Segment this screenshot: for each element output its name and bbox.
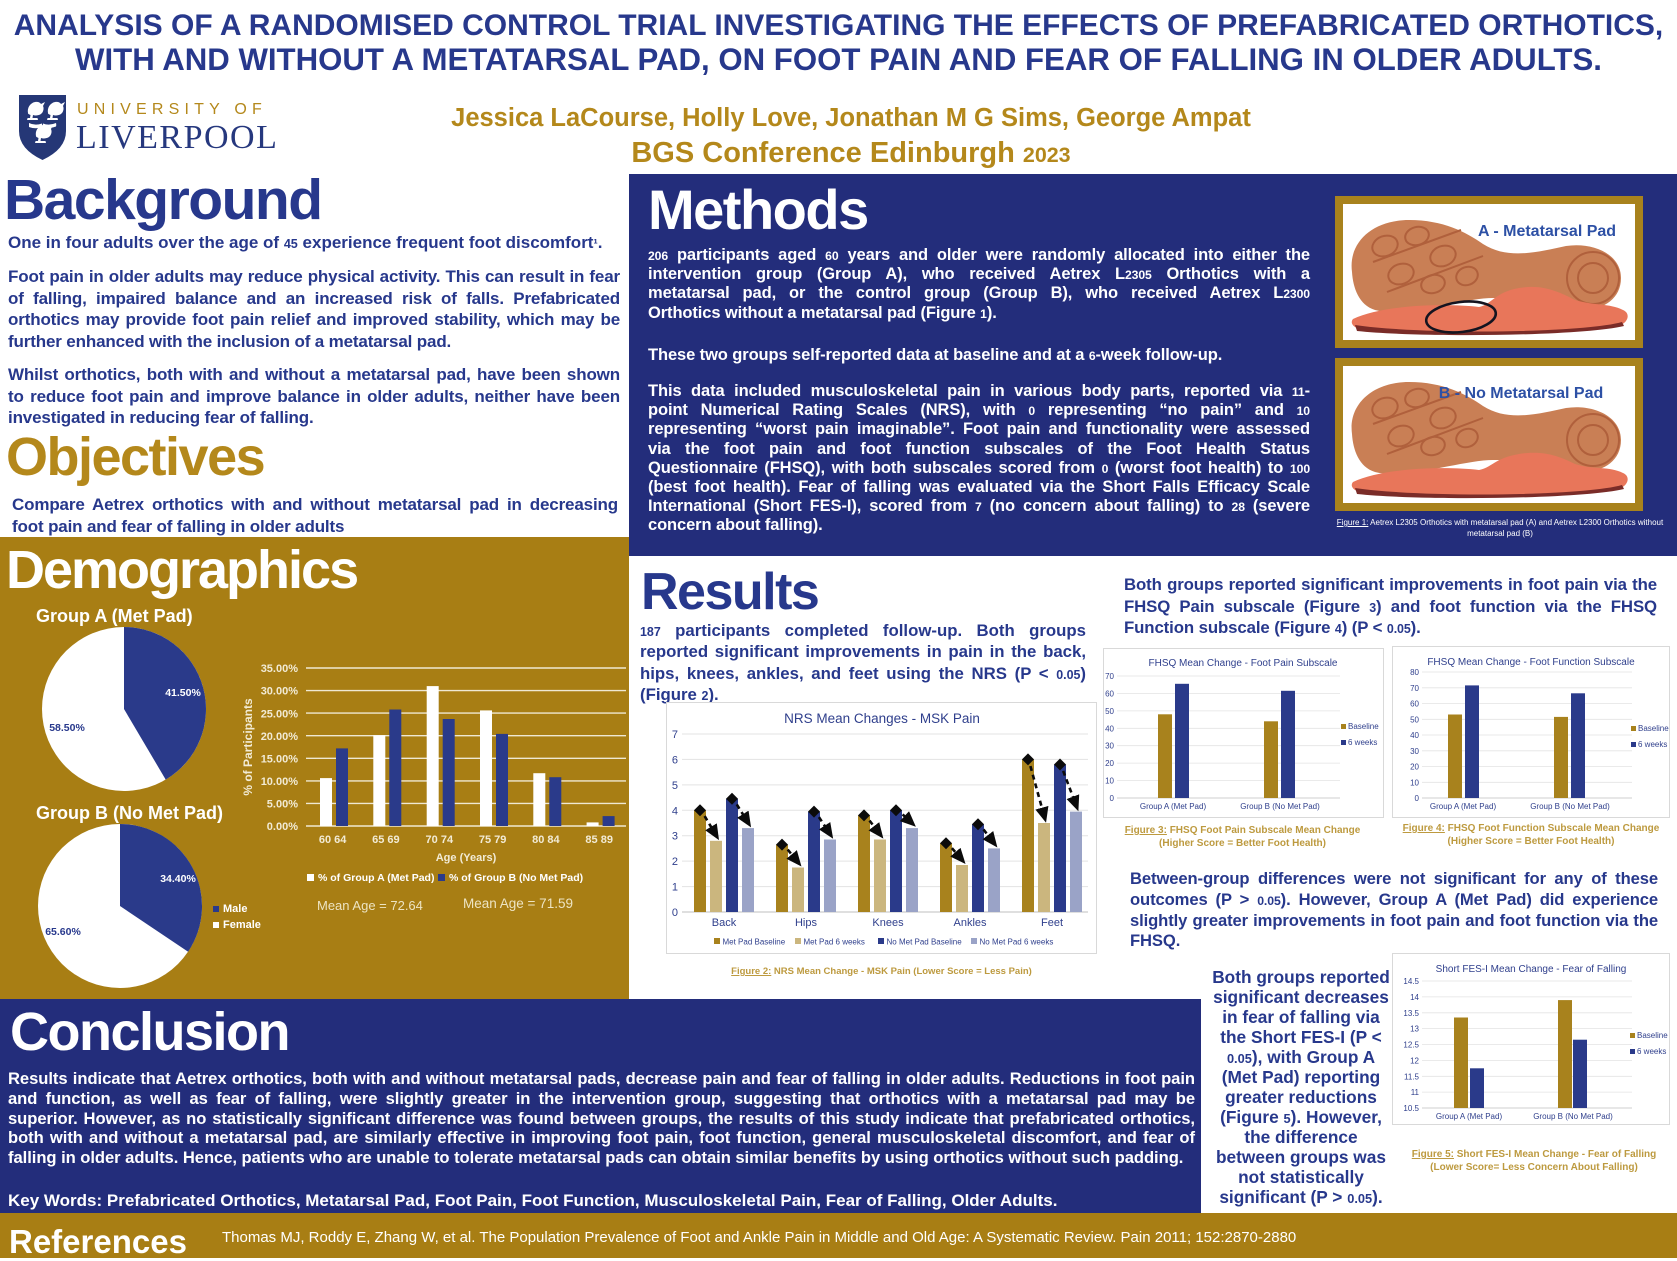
svg-text:12.5: 12.5 bbox=[1403, 1041, 1419, 1050]
svg-text:30.00%: 30.00% bbox=[261, 686, 299, 698]
svg-text:80: 80 bbox=[1410, 668, 1419, 677]
svg-text:Baseline: Baseline bbox=[1638, 724, 1669, 733]
svg-text:60: 60 bbox=[1410, 700, 1419, 709]
svg-text:A - Metatarsal Pad: A - Metatarsal Pad bbox=[1478, 223, 1616, 240]
svg-text:6 weeks: 6 weeks bbox=[1637, 1047, 1666, 1056]
svg-text:Baseline: Baseline bbox=[1637, 1031, 1668, 1040]
svg-text:% of Group A (Met Pad): % of Group A (Met Pad) bbox=[318, 872, 434, 884]
svg-text:40: 40 bbox=[1410, 731, 1419, 740]
svg-text:Ankles: Ankles bbox=[953, 917, 987, 929]
svg-text:No Met Pad Baseline: No Met Pad Baseline bbox=[887, 938, 963, 947]
svg-text:0.00%: 0.00% bbox=[267, 821, 298, 833]
svg-text:60 64: 60 64 bbox=[319, 834, 347, 846]
svg-text:14.5: 14.5 bbox=[1403, 977, 1419, 986]
svg-text:85 89: 85 89 bbox=[585, 834, 613, 846]
svg-text:50: 50 bbox=[1105, 707, 1114, 716]
svg-text:5: 5 bbox=[672, 780, 678, 792]
svg-text:41.50%: 41.50% bbox=[165, 687, 201, 699]
svg-text:6 weeks: 6 weeks bbox=[1348, 738, 1377, 747]
svg-text:Back: Back bbox=[712, 917, 737, 929]
svg-text:Baseline: Baseline bbox=[1348, 722, 1379, 731]
svg-text:FHSQ Mean Change - Foot Functi: FHSQ Mean Change - Foot Function Subscal… bbox=[1427, 657, 1635, 668]
svg-text:Met Pad 6 weeks: Met Pad 6 weeks bbox=[804, 938, 865, 947]
svg-text:13: 13 bbox=[1410, 1025, 1419, 1034]
svg-text:Mean Age = 72.64: Mean Age = 72.64 bbox=[317, 898, 423, 913]
svg-text:6 weeks: 6 weeks bbox=[1638, 740, 1667, 749]
svg-text:Group B (No Met Pad): Group B (No Met Pad) bbox=[1240, 802, 1320, 811]
svg-text:5.00%: 5.00% bbox=[267, 799, 298, 811]
svg-text:20: 20 bbox=[1105, 759, 1114, 768]
svg-text:20.00%: 20.00% bbox=[261, 731, 299, 743]
svg-text:30: 30 bbox=[1105, 742, 1114, 751]
svg-text:Group A (Met Pad): Group A (Met Pad) bbox=[1436, 1112, 1503, 1121]
svg-text:25.00%: 25.00% bbox=[261, 708, 299, 720]
svg-text:40: 40 bbox=[1105, 724, 1114, 733]
svg-text:10.5: 10.5 bbox=[1403, 1104, 1419, 1113]
svg-text:% of Participants: % of Participants bbox=[241, 698, 255, 796]
svg-text:3: 3 bbox=[672, 831, 678, 843]
svg-text:0: 0 bbox=[1110, 794, 1115, 803]
svg-text:50: 50 bbox=[1410, 715, 1419, 724]
svg-text:No Met Pad 6 weeks: No Met Pad 6 weeks bbox=[980, 938, 1054, 947]
svg-text:10.00%: 10.00% bbox=[261, 776, 299, 788]
svg-text:Group A (Met Pad): Group A (Met Pad) bbox=[1430, 802, 1497, 811]
svg-text:B - No Metatarsal Pad: B - No Metatarsal Pad bbox=[1439, 385, 1603, 402]
svg-text:Hips: Hips bbox=[795, 917, 818, 929]
svg-text:60: 60 bbox=[1105, 689, 1114, 698]
svg-text:80 84: 80 84 bbox=[532, 834, 560, 846]
svg-text:Group B (No Met Pad): Group B (No Met Pad) bbox=[1530, 802, 1610, 811]
svg-text:65 69: 65 69 bbox=[372, 834, 400, 846]
svg-text:NRS Mean Changes - MSK Pain: NRS Mean Changes - MSK Pain bbox=[784, 711, 980, 726]
svg-text:Met Pad Baseline: Met Pad Baseline bbox=[723, 938, 786, 947]
svg-text:35.00%: 35.00% bbox=[261, 663, 299, 675]
svg-text:30: 30 bbox=[1410, 747, 1419, 756]
svg-text:6: 6 bbox=[672, 754, 678, 766]
svg-text:Mean Age = 71.59: Mean Age = 71.59 bbox=[463, 896, 573, 911]
svg-text:20: 20 bbox=[1410, 763, 1419, 772]
svg-text:70: 70 bbox=[1410, 684, 1419, 693]
svg-text:34.40%: 34.40% bbox=[160, 873, 196, 885]
svg-text:0: 0 bbox=[672, 907, 678, 919]
svg-text:10: 10 bbox=[1105, 777, 1114, 786]
svg-text:15.00%: 15.00% bbox=[261, 754, 299, 766]
svg-text:4: 4 bbox=[672, 805, 678, 817]
svg-text:Group A (Met Pad): Group A (Met Pad) bbox=[1140, 802, 1207, 811]
svg-text:2: 2 bbox=[672, 856, 678, 868]
svg-text:13.5: 13.5 bbox=[1403, 1009, 1419, 1018]
svg-text:70 74: 70 74 bbox=[426, 834, 454, 846]
svg-text:65.60%: 65.60% bbox=[45, 926, 81, 938]
svg-text:11.5: 11.5 bbox=[1404, 1072, 1420, 1081]
svg-text:UNIVERSITY OF: UNIVERSITY OF bbox=[77, 101, 267, 118]
svg-text:Short FES-I Mean Change - Fear: Short FES-I Mean Change - Fear of Fallin… bbox=[1436, 964, 1627, 975]
svg-text:0: 0 bbox=[1415, 794, 1420, 803]
svg-text:FHSQ Mean Change - Foot Pain S: FHSQ Mean Change - Foot Pain Subscale bbox=[1149, 658, 1338, 669]
svg-text:70: 70 bbox=[1105, 672, 1114, 681]
svg-text:7: 7 bbox=[672, 729, 678, 741]
svg-text:Group B (No Met Pad): Group B (No Met Pad) bbox=[1533, 1112, 1613, 1121]
svg-text:11: 11 bbox=[1411, 1088, 1420, 1097]
svg-text:Feet: Feet bbox=[1041, 917, 1063, 929]
svg-text:LIVERPOOL: LIVERPOOL bbox=[76, 119, 278, 156]
svg-text:10: 10 bbox=[1410, 778, 1419, 787]
svg-text:1: 1 bbox=[672, 882, 678, 894]
svg-text:% of Group B (No Met Pad): % of Group B (No Met Pad) bbox=[449, 872, 583, 884]
svg-text:Knees: Knees bbox=[872, 917, 904, 929]
svg-text:58.50%: 58.50% bbox=[49, 722, 85, 734]
svg-text:75 79: 75 79 bbox=[479, 834, 507, 846]
svg-text:14: 14 bbox=[1410, 993, 1419, 1002]
svg-text:Age (Years): Age (Years) bbox=[436, 852, 497, 864]
svg-text:12: 12 bbox=[1410, 1056, 1419, 1065]
